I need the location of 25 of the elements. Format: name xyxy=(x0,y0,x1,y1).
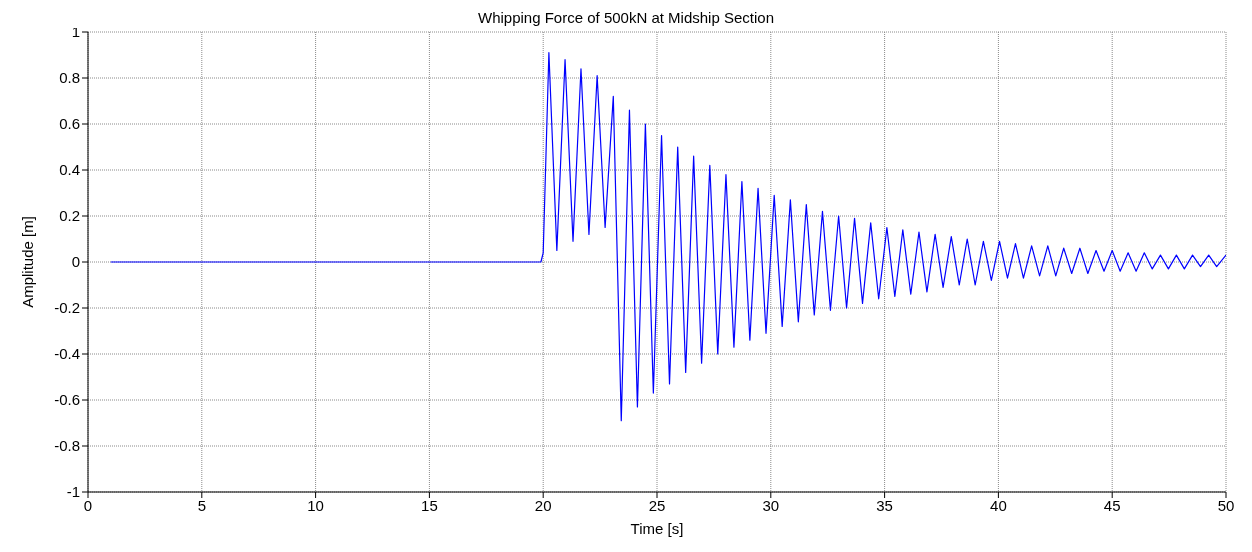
x-tick-label: 30 xyxy=(762,496,780,514)
x-tick-label: 5 xyxy=(197,496,206,514)
x-tick-label: 40 xyxy=(990,496,1007,514)
y-axis-title: Amplitude [m] xyxy=(19,216,37,308)
y-tick-label: 0 xyxy=(71,253,80,271)
y-tick-label: 0.8 xyxy=(59,69,80,87)
y-tick-label: -0.8 xyxy=(54,437,80,455)
y-tick-label: 0.6 xyxy=(59,115,80,133)
y-tick-label: -0.4 xyxy=(54,345,80,363)
x-tick-label: 10 xyxy=(307,496,324,514)
x-tick-label: 45 xyxy=(1103,496,1121,514)
x-tick-label: 0 xyxy=(83,496,93,514)
line-series xyxy=(110,52,1226,422)
y-tick-label: 0.2 xyxy=(59,207,80,225)
y-tick-label: -0.2 xyxy=(54,299,80,317)
x-axis-title: Time [s] xyxy=(630,520,684,537)
x-tick-label: 25 xyxy=(648,496,666,514)
y-tick-label: -0.6 xyxy=(54,391,80,409)
x-tick-label: 20 xyxy=(534,496,552,514)
x-tick-label: 35 xyxy=(876,496,893,514)
x-tick-label: 50 xyxy=(1217,496,1235,514)
x-tick-label: 15 xyxy=(421,496,438,514)
y-tick-label: 0.4 xyxy=(59,161,80,179)
chart-title: Whipping Force of 500kN at Midship Section xyxy=(478,9,774,26)
y-tick-label: -1 xyxy=(66,483,80,501)
